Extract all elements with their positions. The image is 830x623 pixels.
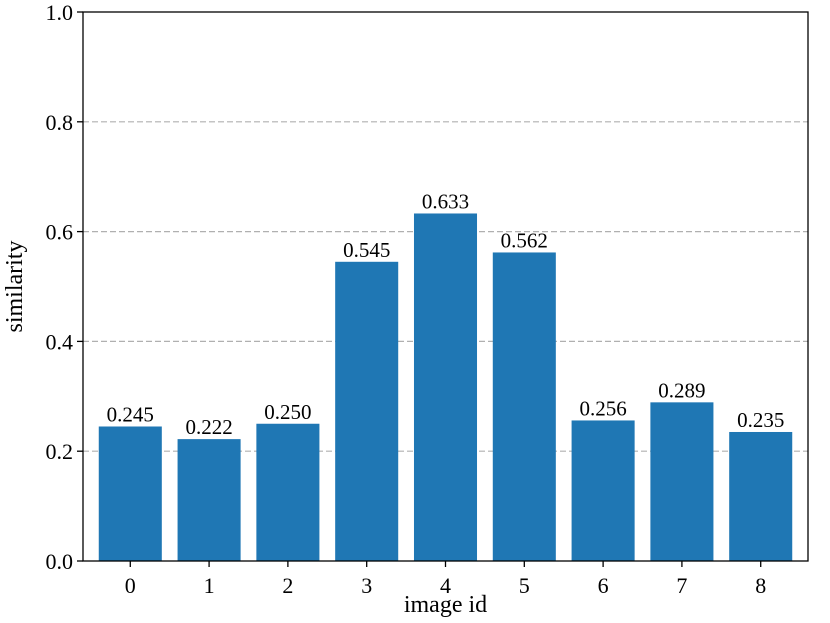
bar-4 [413,213,478,561]
bar-value-label-2: 0.250 [264,400,311,424]
x-tick-label-3: 3 [361,573,372,598]
x-tick-label-6: 6 [598,573,609,598]
bar-value-label-4: 0.633 [422,189,469,213]
y-tick-label-4: 0.8 [46,110,74,135]
y-axis-title: similarity [2,241,28,333]
x-tick-label-1: 1 [204,573,215,598]
x-tick-label-4: 4 [440,573,451,598]
bars [98,213,793,561]
bar-value-label-7: 0.289 [658,378,705,402]
bar-value-label-0: 0.245 [107,402,154,426]
x-axis-title: image id [404,592,487,618]
bar-value-label-3: 0.545 [343,238,390,262]
bar-6 [571,420,635,561]
x-axis-ticks: 0 1 2 3 4 5 6 7 8 [125,561,766,598]
y-tick-label-0: 0.0 [46,549,74,574]
y-tick-label-2: 0.4 [46,329,74,354]
bar-value-label-1: 0.222 [185,415,232,439]
bar-value-label-8: 0.235 [737,408,784,432]
y-tick-label-1: 0.2 [46,439,74,464]
bar-value-labels: 0.245 0.222 0.250 0.545 0.633 0.562 0.256 0.289… [107,189,785,439]
bar-3 [335,261,399,561]
y-tick-label-3: 0.6 [46,220,74,245]
bar-8 [729,431,793,561]
x-tick-label-7: 7 [676,573,687,598]
bar-value-label-5: 0.562 [501,228,548,252]
bar-5 [492,252,556,561]
bar-1 [177,439,241,561]
x-tick-label-2: 2 [282,573,293,598]
y-axis-ticks: 0.0 0.2 0.4 0.6 0.8 1.0 [46,0,83,574]
bar-0 [98,426,162,561]
y-tick-label-5: 1.0 [46,0,74,25]
x-tick-label-8: 8 [755,573,766,598]
x-tick-label-0: 0 [125,573,136,598]
bar-2 [256,423,320,561]
bar-value-label-6: 0.256 [579,396,626,420]
x-tick-label-5: 5 [519,573,530,598]
bar-7 [650,402,714,561]
